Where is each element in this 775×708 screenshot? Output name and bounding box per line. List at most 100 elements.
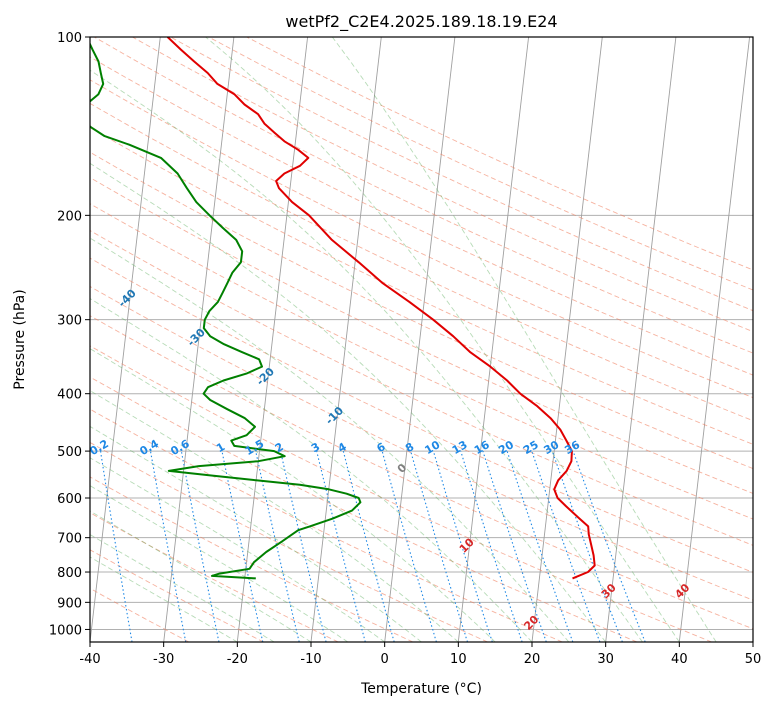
x-tick-label: 0 [381,652,389,667]
moist-adiabat-line [90,237,570,642]
mixing-ratio-label: 2 [273,440,286,455]
y-axis: 100 200 300 400 500 600 700 800 900 1000 [49,31,90,638]
mixing-ratio-line [381,450,437,642]
dry-adiabat-line [90,315,753,630]
isotherm-label: -60 [0,208,1,231]
isotherm-line [90,37,161,642]
mixing-ratio-label: 4 [336,440,349,455]
isotherm-line [457,37,530,642]
mixing-ratio-label: 1 [214,440,227,455]
dry-adiabat-line [93,37,753,354]
moist-adiabat-line [90,556,238,642]
mixing-ratio-label: 1.5 [243,437,266,458]
y-tick-label: 100 [57,31,82,46]
x-tick-label: -10 [300,652,321,667]
dry-adiabat-line [90,56,753,376]
isotherm-line [310,37,382,642]
isotherm-label: 40 [672,581,692,601]
dry-adiabat-line [90,285,753,601]
mixing-ratio-line [551,450,623,642]
y-tick-label: 600 [57,492,82,507]
x-tick-label: 10 [450,652,467,667]
dry-adiabat-line [90,408,563,642]
mixing-ratio-label: 13 [450,438,470,457]
isotherm-label: -50 [46,247,69,270]
isotherm-line [605,37,677,642]
mixing-ratio-line [342,450,395,642]
y-tick-label: 900 [57,596,82,611]
x-axis: -40 -30 -20 -10 0 10 20 30 40 50 [79,642,761,667]
mixing-ratio-line [255,450,300,642]
mixing-ratio-line [572,450,646,642]
dry-adiabat-line [90,345,712,642]
mixing-ratio-label: 3 [309,440,322,455]
moist-adiabat-line [331,37,717,642]
dry-adiabat-line [90,376,638,642]
y-tick-label: 800 [57,566,82,581]
x-tick-label: 50 [745,652,762,667]
y-tick-label: 700 [57,532,82,547]
x-tick-label: 30 [597,652,614,667]
mixing-ratio-label: 25 [521,438,541,457]
y-axis-label: Pressure (hPa) [12,289,28,389]
isotherm-line [163,37,235,642]
isotherm-label: 30 [599,581,619,601]
isotherm-label: 0 [395,461,410,476]
mixing-ratio-label: 36 [562,438,582,457]
mixing-ratio-line [180,451,220,642]
dry-adiabat-line [90,476,414,642]
mixing-ratio-line [482,450,547,642]
isotherm-line [384,37,456,642]
dry-adiabat-line [90,102,753,422]
mixing-ratio-label: 10 [423,438,443,457]
x-tick-label: -40 [79,652,100,667]
dry-adiabat-line [131,37,753,333]
mixing-ratio-line [460,450,523,642]
isotherm-line [236,37,309,642]
mixing-ratio-label: 0.4 [138,437,162,458]
dry-adiabat-line [169,37,753,312]
isotherm-line [531,37,603,642]
dry-adiabat-line [90,203,753,520]
y-tick-label: 200 [57,209,82,224]
y-tick-label: 300 [57,314,82,329]
y-tick-label: 500 [57,445,82,460]
mixing-ratio-line [316,450,366,642]
x-tick-label: 20 [524,652,541,667]
y-tick-label: 1000 [49,623,82,638]
mixing-ratio-label: 0.6 [168,437,192,458]
chart-title: wetPf2_C2E4.2025.189.18.19.E24 [285,12,557,32]
isotherm-line [752,638,753,642]
x-tick-label: -30 [153,652,174,667]
x-tick-label: 40 [671,652,688,667]
mixing-ratio-line [506,450,574,642]
isotherm-label: -40 [116,287,139,310]
isotherm-label: -10 [323,404,346,427]
mixing-ratio-label: 8 [403,440,416,455]
dry-adiabat-line [90,587,190,642]
mixing-ratio-label: 6 [375,440,388,455]
moist-adiabat-line [90,162,607,642]
moist-adiabat-line [90,425,422,642]
moist-adiabat-line [90,298,533,642]
dry-adiabat-line [90,512,339,642]
mixing-ratio-line [279,450,327,642]
y-tick-label: 400 [57,388,82,403]
moist-adiabat-line [90,485,349,642]
mixing-ratio-label: 20 [496,438,516,457]
dry-adiabat-line [90,151,753,470]
moist-adiabat-line [90,510,312,642]
x-tick-label: -20 [227,652,248,667]
temperature-profile [166,37,596,580]
mixing-ratio-label: 0.2 [88,437,111,458]
isotherm-line [678,37,751,642]
plot-frame [89,36,754,643]
moist-adiabat-line [90,69,643,642]
dry-adiabat-line [245,37,753,271]
x-axis-label: Temperature (°C) [360,681,482,697]
mixing-ratio-line [432,450,493,642]
moist-adiabat-line [90,390,459,642]
moist-adiabat-line [90,457,385,642]
mixing-ratio-line [531,450,601,642]
